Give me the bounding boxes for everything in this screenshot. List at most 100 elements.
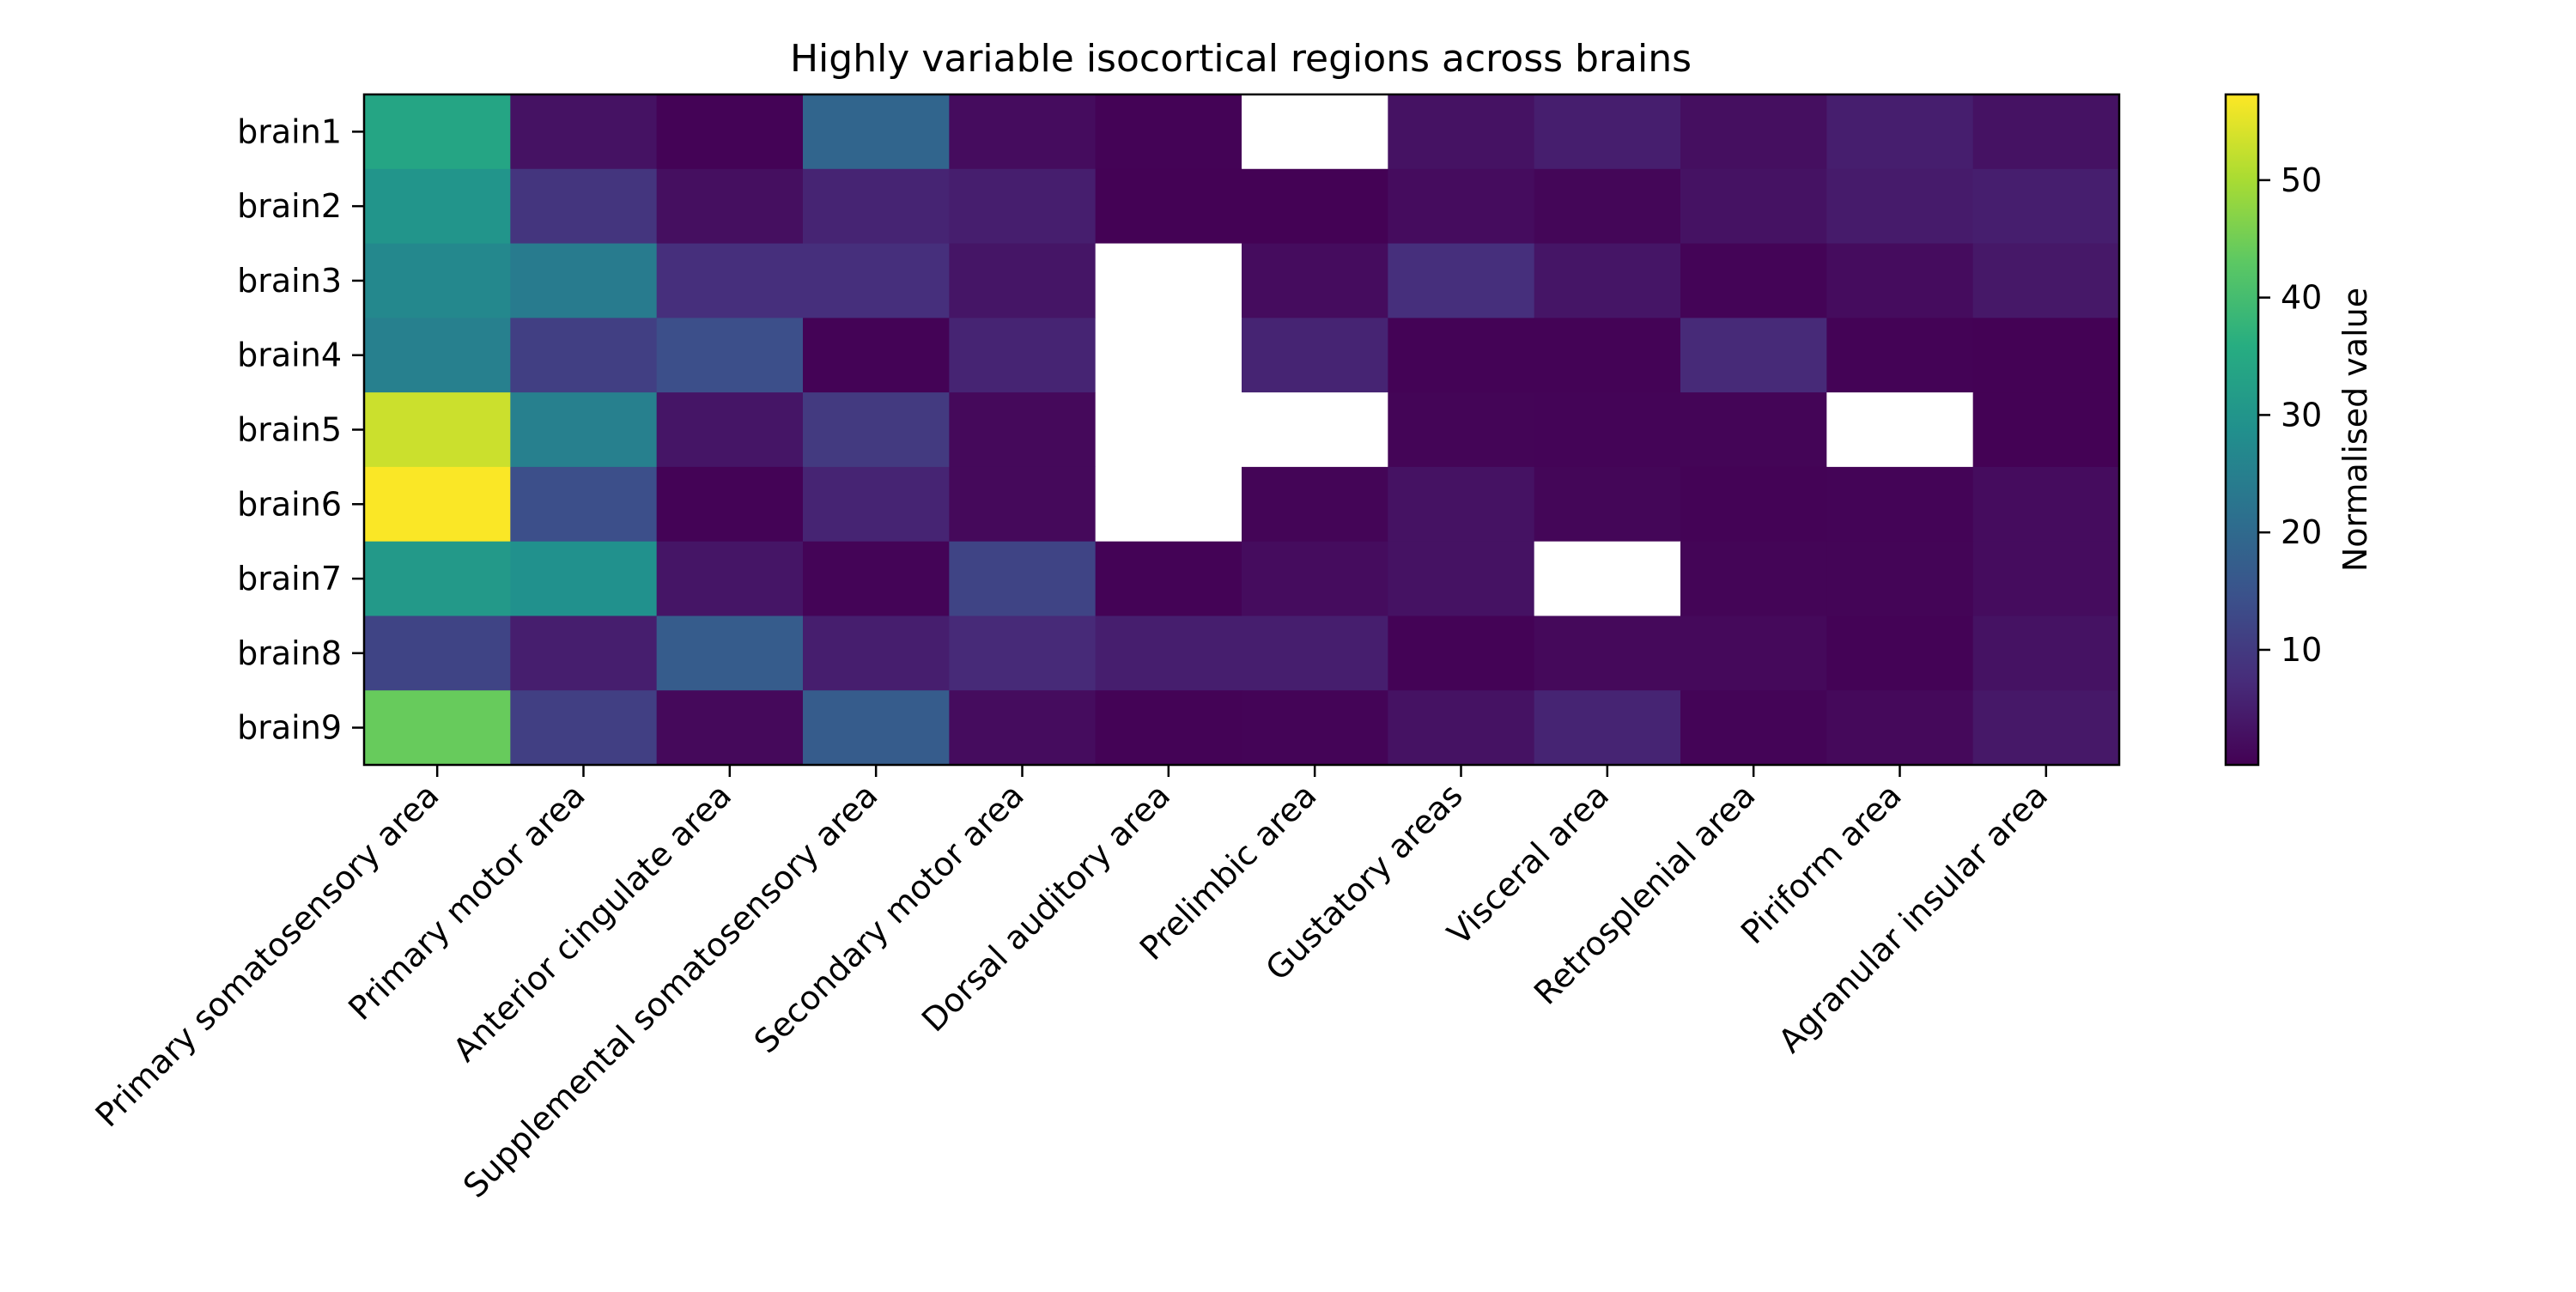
heatmap-cell <box>510 690 658 766</box>
heatmap-cell <box>510 168 658 245</box>
heatmap-cell <box>364 466 511 543</box>
colorbar-frame <box>2224 93 2260 767</box>
heatmap-cell <box>656 541 804 617</box>
heatmap-cell <box>1388 392 1535 468</box>
heatmap-cell <box>949 94 1097 170</box>
heatmap-cell <box>656 690 804 766</box>
y-axis: brain1 brain2 brain3 brain4 brain5 brain6 brai… <box>237 112 364 747</box>
heatmap-cell <box>1680 541 1827 617</box>
colorbar-tick-label: 10 <box>2281 631 2322 669</box>
heatmap-cell <box>1242 392 1388 468</box>
colorbar-ticks: 10 20 30 40 50 <box>2258 161 2322 669</box>
heatmap-cell <box>1680 243 1827 318</box>
heatmap-cell <box>1095 94 1242 170</box>
heatmap-cells <box>364 94 2120 766</box>
heatmap-cell <box>949 243 1097 318</box>
heatmap-cell <box>1972 392 2120 468</box>
chart-title: Highly variable isocortical regions acro… <box>790 37 1692 81</box>
heatmap-cell <box>1972 168 2120 245</box>
heatmap-cell <box>364 243 511 318</box>
heatmap-cell <box>1680 392 1827 468</box>
y-tick-label: brain4 <box>237 337 342 374</box>
heatmap-cell <box>1095 541 1242 617</box>
heatmap-cell <box>803 392 950 468</box>
y-tick-label: brain2 <box>237 187 342 225</box>
heatmap-cell <box>1826 94 1974 170</box>
x-tick-label: Agranular insular area <box>1771 776 2056 1060</box>
heatmap-cell <box>1826 168 1974 245</box>
heatmap-cell <box>656 243 804 318</box>
y-tick-label: brain3 <box>237 262 342 300</box>
heatmap-cell <box>1095 466 1242 543</box>
heatmap-cell <box>1242 94 1388 170</box>
heatmap-cell <box>1242 690 1388 766</box>
heatmap-cell <box>1826 616 1974 691</box>
heatmap-cell <box>1534 616 1681 691</box>
heatmap-cell <box>1826 466 1974 543</box>
x-tick-label: Dorsal auditory area <box>914 776 1177 1039</box>
heatmap-cell <box>1680 690 1827 766</box>
heatmap-cell <box>1095 616 1242 691</box>
heatmap-cell <box>1826 541 1974 617</box>
heatmap-cell <box>1534 466 1681 543</box>
heatmap-cell <box>803 318 950 393</box>
heatmap-cell <box>1095 392 1242 468</box>
heatmap-cell <box>1388 94 1535 170</box>
heatmap-cell <box>1534 541 1681 617</box>
heatmap-cell <box>656 466 804 543</box>
y-tick-label: brain7 <box>237 560 342 597</box>
heatmap-cell <box>1388 243 1535 318</box>
heatmap-cell <box>1095 168 1242 245</box>
heatmap-cell <box>803 541 950 617</box>
colorbar-tick-label: 20 <box>2281 513 2322 551</box>
heatmap-cell <box>364 690 511 766</box>
heatmap-cell <box>1388 168 1535 245</box>
heatmap-cell <box>364 392 511 468</box>
heatmap-cell <box>364 318 511 393</box>
heatmap-cell <box>510 466 658 543</box>
heatmap-cell <box>1826 392 1974 468</box>
heatmap-cell <box>656 392 804 468</box>
heatmap-cell <box>364 616 511 691</box>
heatmap-cell <box>1388 466 1535 543</box>
heatmap-cell <box>1534 243 1681 318</box>
heatmap-cell <box>1388 318 1535 393</box>
heatmap-cell <box>803 690 950 766</box>
heatmap-cell <box>1534 392 1681 468</box>
heatmap-cell <box>656 318 804 393</box>
y-tick-label: brain6 <box>237 485 342 523</box>
heatmap-cell <box>1972 541 2120 617</box>
heatmap-cell <box>1534 318 1681 393</box>
y-tick-label: brain9 <box>237 709 342 747</box>
x-tick-label: Primary motor area <box>341 776 592 1028</box>
heatmap-cell <box>1095 690 1242 766</box>
y-tick-label: brain8 <box>237 634 342 672</box>
heatmap-cell <box>1680 466 1827 543</box>
heatmap-cell <box>1972 318 2120 393</box>
heatmap-cell <box>510 94 658 170</box>
heatmap-cell <box>803 168 950 245</box>
heatmap-cell <box>949 541 1097 617</box>
heatmap-cell <box>1680 616 1827 691</box>
heatmap-cell <box>1972 243 2120 318</box>
heatmap-cell <box>949 616 1097 691</box>
x-tick-label: Secondary motor area <box>747 776 1031 1060</box>
heatmap-cell <box>949 168 1097 245</box>
heatmap-cell <box>1680 168 1827 245</box>
heatmap-cell <box>1242 168 1388 245</box>
colorbar-tick-label: 50 <box>2281 161 2322 199</box>
heatmap-cell <box>510 243 658 318</box>
heatmap-cell <box>1972 466 2120 543</box>
heatmap-cell <box>1095 243 1242 318</box>
heatmap-cell <box>1534 94 1681 170</box>
x-tick-label: Anterior cingulate area <box>446 776 738 1069</box>
heatmap-cell <box>656 94 804 170</box>
heatmap-cell <box>803 616 950 691</box>
heatmap-cell <box>1242 466 1388 543</box>
heatmap-cell <box>1826 243 1974 318</box>
heatmap-cell <box>656 616 804 691</box>
colorbar-gradient <box>2226 94 2258 765</box>
